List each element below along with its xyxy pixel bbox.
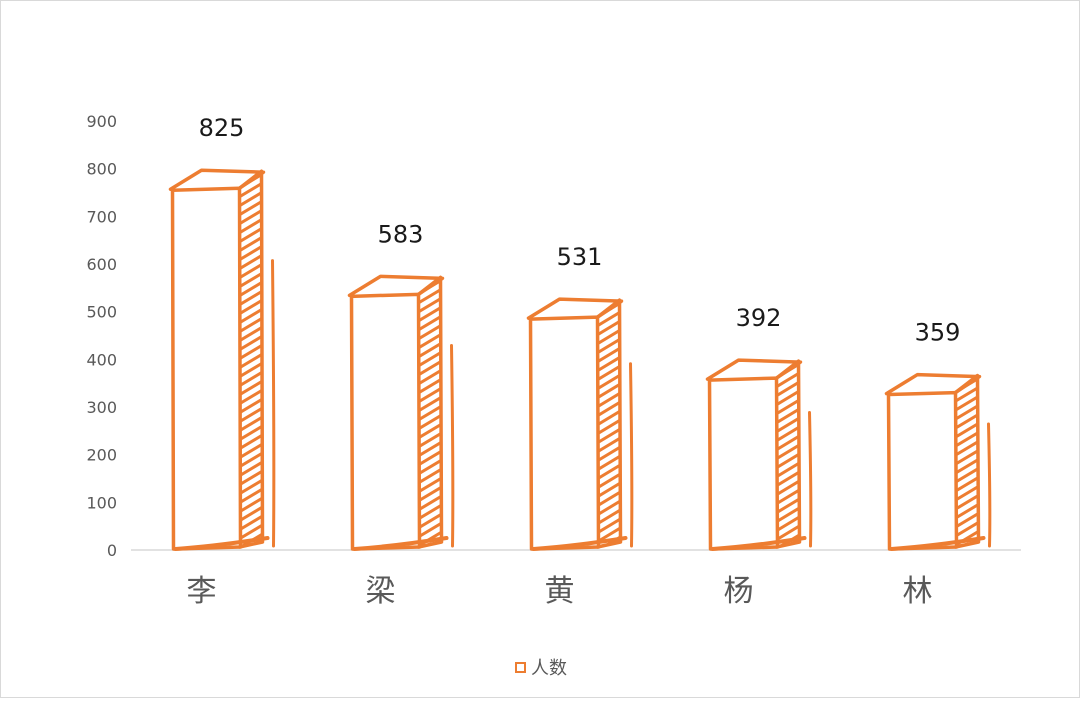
y-tick-label: 100 <box>86 493 117 512</box>
bar <box>884 372 992 551</box>
bar <box>168 168 276 551</box>
y-tick-label: 700 <box>86 207 117 226</box>
legend: 人数 <box>515 658 567 679</box>
legend-label: 人数 <box>531 658 567 679</box>
data-labels: 825 583 531 392 359 <box>199 114 961 346</box>
legend-swatch <box>515 662 526 673</box>
data-label: 392 <box>736 304 782 332</box>
y-tick-label: 400 <box>86 350 117 369</box>
y-tick-label: 600 <box>86 255 117 274</box>
x-tick-label: 梁 <box>366 574 396 609</box>
bar <box>347 274 455 551</box>
data-label: 531 <box>557 243 603 271</box>
y-tick-label: 200 <box>86 446 117 465</box>
bar <box>705 358 813 551</box>
x-tick-label: 黄 <box>545 574 575 609</box>
x-axis: 李梁黄杨林 <box>187 574 933 609</box>
bar <box>526 297 634 551</box>
y-axis: 0 100 200 300 400 500 600 700 800 900 <box>86 112 117 560</box>
y-tick-label: 0 <box>107 541 117 560</box>
y-tick-label: 500 <box>86 303 117 322</box>
bars <box>168 168 992 551</box>
x-tick-label: 林 <box>903 574 933 609</box>
x-tick-label: 李 <box>187 574 217 609</box>
y-tick-label: 800 <box>86 160 117 179</box>
data-label: 359 <box>915 319 961 347</box>
y-tick-label: 300 <box>86 398 117 417</box>
data-label: 825 <box>199 114 245 142</box>
data-label: 583 <box>378 220 424 248</box>
y-tick-label: 900 <box>86 112 117 131</box>
x-tick-label: 杨 <box>724 574 754 609</box>
